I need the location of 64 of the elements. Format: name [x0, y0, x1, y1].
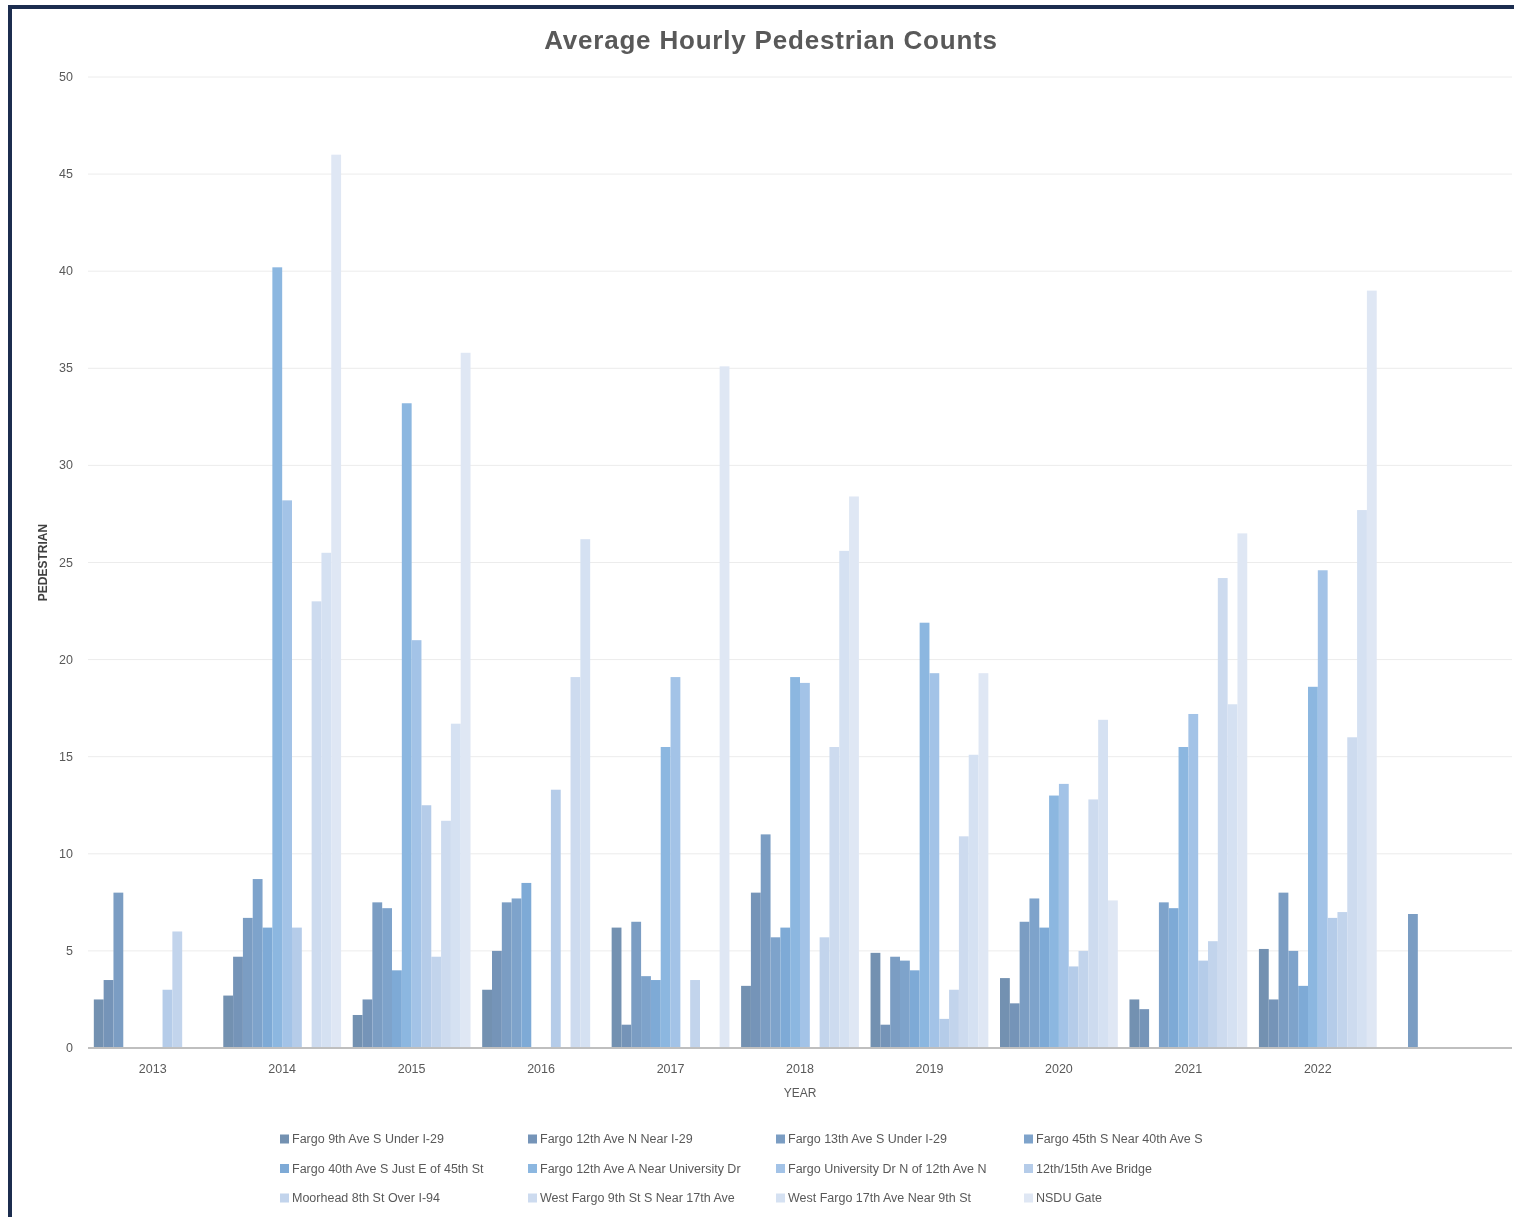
- y-tick-label: 50: [59, 70, 74, 84]
- bar: [660, 746, 671, 1048]
- bar: [929, 673, 940, 1048]
- bar: [411, 640, 422, 1048]
- x-tick-label: 2022: [1303, 1062, 1332, 1076]
- bar: [1049, 795, 1059, 1048]
- bar: [162, 989, 173, 1048]
- bar: [421, 805, 432, 1048]
- bar: [550, 789, 561, 1048]
- x-tick-label: 2018: [786, 1062, 814, 1076]
- legend-label: Fargo 9th Ave S Under I-29: [292, 1132, 444, 1146]
- legend-label: Fargo 40th Ave S Just E of 45th St: [292, 1161, 485, 1176]
- x-tick-label: 2019: [915, 1062, 944, 1076]
- x-tick-label: 2020: [1045, 1062, 1073, 1076]
- bar: [690, 980, 700, 1048]
- bar: [919, 622, 930, 1048]
- legend-label: Fargo 12th Ave N Near I-29: [540, 1132, 693, 1146]
- bar: [1068, 966, 1079, 1048]
- bar: [1178, 746, 1189, 1048]
- legend-label: Fargo 45th S Near 40th Ave S: [1036, 1132, 1203, 1146]
- bar: [272, 267, 283, 1048]
- legend-label: Fargo 12th Ave A Near University Dr: [540, 1161, 741, 1176]
- y-tick-label: 35: [59, 361, 74, 376]
- legend-label: NSDU Gate: [1036, 1191, 1103, 1205]
- bar: [1327, 917, 1338, 1048]
- legend-label: Fargo 13th Ave S Under I-29: [788, 1132, 947, 1146]
- bar: [1408, 914, 1418, 1048]
- bar: [800, 682, 810, 1048]
- bar: [670, 677, 681, 1048]
- y-tick-label: 15: [59, 749, 74, 764]
- bar: [1188, 713, 1199, 1048]
- bar: [790, 677, 800, 1048]
- legend-label: 12th/15th Ave Bridge: [1036, 1161, 1152, 1176]
- legend-label: Fargo University Dr N of 12th Ave N: [788, 1161, 987, 1176]
- y-axis-title: PEDESTRIAN: [36, 523, 50, 602]
- x-tick-label: 2014: [268, 1062, 297, 1076]
- bar: [282, 500, 292, 1048]
- bar: [292, 927, 302, 1048]
- y-tick-label: 40: [59, 264, 74, 279]
- x-tick-label: 2016: [527, 1062, 556, 1076]
- legend-label: West Fargo 9th St S Near 17th Ave: [540, 1191, 735, 1205]
- x-tick-label: 2021: [1174, 1062, 1203, 1076]
- bar: [1317, 570, 1328, 1048]
- x-tick-label: 2015: [397, 1062, 426, 1076]
- y-tick-label: 25: [59, 555, 74, 570]
- chart-title: Average Hourly Pedestrian Counts: [544, 25, 998, 55]
- y-tick-label: 10: [59, 846, 74, 861]
- bar: [1058, 783, 1069, 1048]
- legend-label: West Fargo 17th Ave Near 9th St: [788, 1191, 972, 1205]
- legend-label: Moorhead 8th St Over I-94: [292, 1191, 441, 1205]
- y-tick-label: 30: [59, 458, 74, 473]
- bar: [1198, 960, 1208, 1048]
- bar: [401, 403, 412, 1048]
- x-tick-label: 2013: [138, 1062, 167, 1076]
- x-axis-title: YEAR: [783, 1086, 817, 1100]
- x-tick-label: 2017: [656, 1062, 685, 1076]
- bar: [939, 1018, 950, 1048]
- y-tick-label: 45: [59, 167, 74, 182]
- y-tick-label: 0: [66, 1041, 74, 1055]
- y-tick-label: 20: [59, 652, 74, 667]
- bar: [172, 931, 183, 1048]
- bar: [1308, 686, 1318, 1048]
- bar: [719, 366, 730, 1048]
- y-tick-label: 5: [66, 943, 74, 958]
